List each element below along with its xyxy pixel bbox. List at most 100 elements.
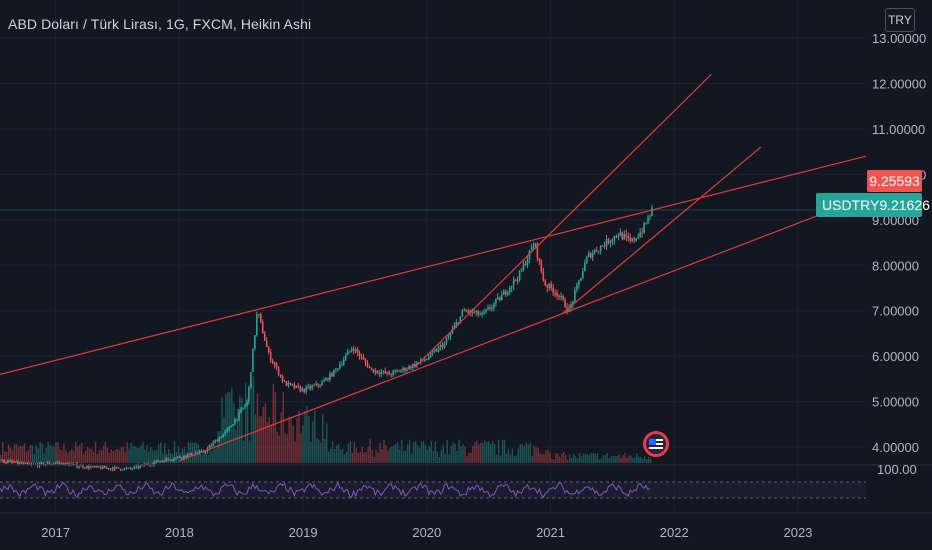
candle [42, 462, 45, 466]
volume-bar [387, 450, 389, 463]
candle [576, 284, 578, 291]
candle [386, 371, 389, 374]
candle [532, 245, 535, 248]
candle [339, 364, 341, 369]
volume-bar [256, 393, 259, 463]
volume-bar [410, 453, 413, 463]
volume-bar [367, 446, 369, 463]
volume-bar [549, 452, 551, 463]
volume-bar [333, 449, 336, 463]
candle [647, 217, 649, 224]
candle [352, 349, 355, 352]
volume-bar [343, 454, 346, 463]
rsi-scale-label: 100.00 [877, 462, 917, 477]
candle [489, 307, 491, 309]
candle [463, 310, 466, 312]
candle [585, 256, 588, 264]
candle [378, 372, 381, 375]
volume-bar [474, 442, 476, 463]
volume-bar [545, 450, 547, 463]
volume-bar [598, 459, 601, 463]
candle [550, 283, 553, 289]
candle [177, 456, 179, 458]
volume-bar [568, 453, 571, 463]
candle [121, 469, 124, 471]
candle [291, 383, 294, 385]
volume-bar [211, 451, 213, 463]
candle [74, 463, 76, 465]
y-tick-label: 7.00000 [872, 304, 919, 319]
volume-bar [276, 431, 278, 463]
volume-bar [525, 443, 527, 463]
volume-bar [640, 456, 642, 463]
volume-bar [406, 444, 409, 463]
candle [226, 429, 229, 432]
volume-bar [515, 455, 518, 463]
candle [370, 367, 373, 370]
volume-bar [393, 445, 395, 463]
candle [309, 386, 311, 389]
volume-bar [359, 452, 361, 463]
volume-bar [517, 448, 520, 463]
volume-bar [114, 449, 116, 463]
volume-bar [286, 434, 288, 463]
volume-bar [262, 406, 265, 463]
volume-bar [104, 442, 107, 463]
currency-button[interactable]: TRY [885, 8, 915, 32]
volume-bar [243, 440, 245, 463]
candle [107, 467, 110, 470]
volume-bar [379, 443, 381, 463]
volume-bar [638, 456, 640, 463]
candle [275, 365, 278, 368]
volume-bar [582, 453, 585, 463]
chart-title: ABD Doları / Türk Lirası, 1G, FXCM, Heik… [8, 16, 312, 32]
volume-bar [644, 456, 646, 463]
volume-bar [272, 384, 275, 463]
candle [171, 460, 173, 462]
candle [115, 467, 118, 469]
candle [487, 307, 489, 310]
candle [605, 238, 608, 247]
x-tick-label: 2021 [536, 525, 565, 540]
volume-bar [470, 452, 472, 463]
volume-bar [339, 449, 342, 463]
candle [76, 463, 78, 468]
volume-bar [646, 459, 648, 463]
volume-bar [584, 453, 587, 463]
volume-bar [363, 452, 365, 463]
volume-bar [408, 439, 411, 463]
candle [167, 458, 169, 460]
candle [651, 207, 653, 217]
candle [178, 456, 181, 458]
candle [66, 463, 68, 465]
volume-bar [440, 449, 442, 463]
candle [52, 463, 55, 465]
candle [56, 462, 59, 464]
volume-bar [412, 442, 415, 463]
candle [603, 245, 606, 247]
rsi-line [0, 481, 651, 499]
candle [208, 445, 211, 449]
volume-bar [557, 453, 559, 463]
volume-bar [464, 446, 466, 463]
candle [499, 297, 501, 301]
candle [303, 388, 306, 392]
us-flag-icon[interactable] [643, 431, 669, 457]
candle [250, 372, 252, 387]
candle [329, 373, 331, 381]
volume-bar [337, 444, 340, 463]
volume-bar [454, 443, 456, 463]
volume-bar [480, 442, 482, 463]
candle [449, 333, 452, 337]
volume-bar [555, 453, 557, 463]
volume-bar [491, 441, 494, 463]
candle [522, 263, 525, 270]
y-tick-label: 12.00000 [872, 76, 926, 91]
volume-bar [92, 452, 95, 463]
volume-bar [389, 448, 391, 463]
candle [512, 279, 515, 286]
volume-bar [55, 442, 57, 463]
volume-bar [57, 442, 59, 463]
candle [645, 223, 647, 225]
